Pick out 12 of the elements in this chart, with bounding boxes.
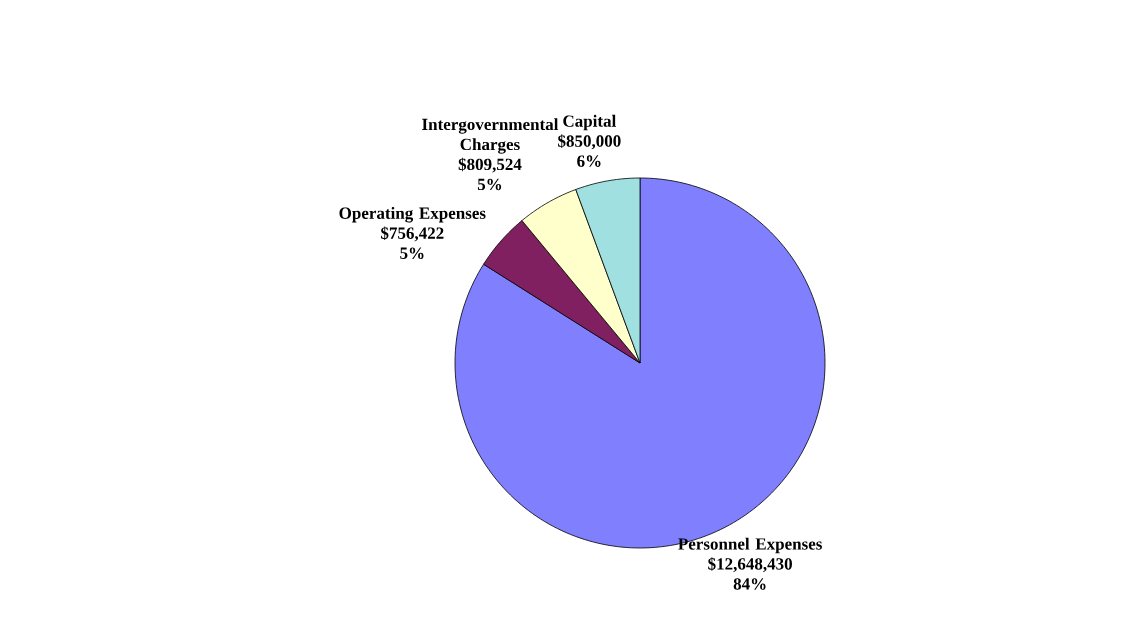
text: 5% — [477, 178, 502, 191]
data-label: $756,422 — [381, 226, 444, 242]
data-label: $809,524 — [458, 157, 522, 173]
slice-label: Personnel Expenses — [678, 537, 822, 554]
slice-label: Operating Expenses — [339, 206, 486, 223]
data-label: $12,648,430 — [708, 557, 792, 573]
data-label: $850,000 — [558, 134, 621, 150]
text: 84% — [733, 578, 766, 590]
slice-label: Intergovernmental Charges — [422, 118, 559, 154]
text: 6% — [577, 155, 601, 167]
text: 5% — [400, 247, 424, 259]
slice-label: Capital — [563, 114, 616, 131]
